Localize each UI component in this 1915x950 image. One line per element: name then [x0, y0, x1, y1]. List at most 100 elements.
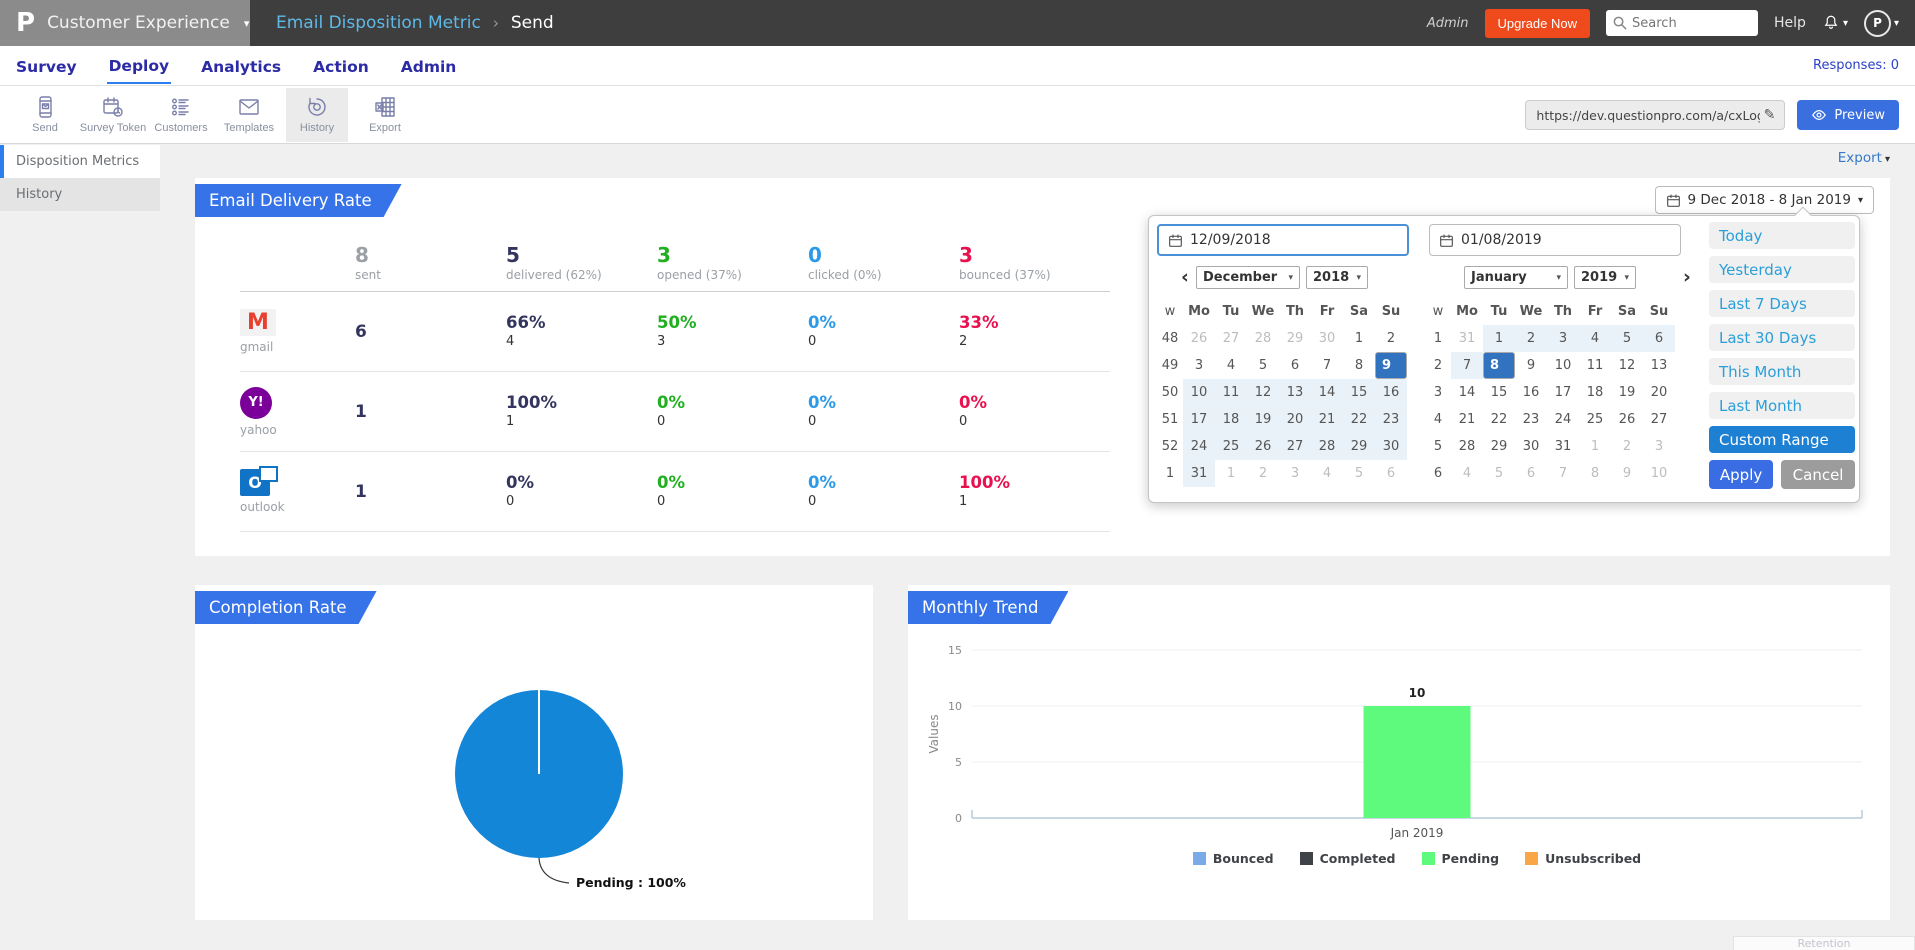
- day-cell-december-13[interactable]: 13: [1279, 379, 1311, 406]
- day-cell-january-7[interactable]: 7: [1558, 466, 1568, 481]
- day-cell-december-17[interactable]: 17: [1183, 406, 1215, 433]
- day-cell-january-27[interactable]: 27: [1650, 412, 1668, 427]
- day-cell-january-31[interactable]: 31: [1554, 439, 1572, 454]
- help-link[interactable]: Help: [1774, 15, 1806, 31]
- nav-item-admin[interactable]: Admin: [400, 57, 457, 76]
- day-cell-december-20[interactable]: 20: [1279, 406, 1311, 433]
- day-cell-january-3[interactable]: 3: [1547, 325, 1579, 352]
- day-cell-january-18[interactable]: 18: [1586, 385, 1604, 400]
- day-cell-december-30[interactable]: 30: [1375, 433, 1407, 460]
- workspace-switcher[interactable]: P Customer Experience ▾: [0, 0, 250, 46]
- date-range-button[interactable]: 9 Dec 2018 - 8 Jan 2019 ▾: [1654, 186, 1874, 214]
- preset-today[interactable]: Today: [1709, 222, 1855, 249]
- day-cell-january-2[interactable]: 2: [1515, 325, 1547, 352]
- year-select[interactable]: 2019 ▾: [1574, 266, 1636, 289]
- day-cell-december-22[interactable]: 22: [1343, 406, 1375, 433]
- day-cell-december-14[interactable]: 14: [1311, 379, 1343, 406]
- breadcrumb-link[interactable]: Email Disposition Metric: [276, 13, 481, 33]
- day-cell-january-29[interactable]: 29: [1490, 439, 1508, 454]
- toolbar-templates-button[interactable]: Templates: [218, 88, 280, 142]
- start-date-input[interactable]: [1190, 232, 1380, 248]
- day-cell-december-28[interactable]: 28: [1311, 433, 1343, 460]
- day-cell-january-10[interactable]: 10: [1554, 358, 1572, 373]
- day-cell-december-1[interactable]: 1: [1354, 331, 1364, 346]
- edit-pencil-icon[interactable]: ✎: [1763, 107, 1776, 123]
- bar-pending[interactable]: [1363, 706, 1471, 818]
- day-cell-january-1[interactable]: 1: [1590, 439, 1600, 454]
- day-cell-december-27[interactable]: 27: [1279, 433, 1311, 460]
- notifications-menu[interactable]: ▾: [1822, 14, 1848, 32]
- day-cell-january-23[interactable]: 23: [1522, 412, 1540, 427]
- day-cell-january-15[interactable]: 15: [1490, 385, 1508, 400]
- day-cell-december-28[interactable]: 28: [1254, 331, 1272, 346]
- survey-url-input[interactable]: [1526, 107, 1764, 123]
- preset-last-30-days[interactable]: Last 30 Days: [1709, 324, 1855, 351]
- day-cell-december-6[interactable]: 6: [1290, 358, 1300, 373]
- nav-item-action[interactable]: Action: [313, 57, 369, 76]
- upgrade-now-button[interactable]: Upgrade Now: [1484, 8, 1591, 38]
- day-cell-december-6[interactable]: 6: [1386, 466, 1396, 481]
- day-cell-january-17[interactable]: 17: [1554, 385, 1572, 400]
- day-cell-december-19[interactable]: 19: [1247, 406, 1279, 433]
- day-cell-december-11[interactable]: 11: [1215, 379, 1247, 406]
- legend-item-pending[interactable]: Pending: [1421, 851, 1499, 866]
- day-cell-december-3[interactable]: 3: [1290, 466, 1300, 481]
- day-cell-january-25[interactable]: 25: [1586, 412, 1604, 427]
- day-cell-december-27[interactable]: 27: [1222, 331, 1240, 346]
- month-select[interactable]: January ▾: [1464, 266, 1568, 289]
- day-cell-january-8[interactable]: 8: [1483, 352, 1515, 379]
- day-cell-january-31[interactable]: 31: [1458, 331, 1476, 346]
- day-cell-january-22[interactable]: 22: [1490, 412, 1508, 427]
- day-cell-january-19[interactable]: 19: [1618, 385, 1636, 400]
- legend-item-completed[interactable]: Completed: [1299, 851, 1396, 866]
- day-cell-january-28[interactable]: 28: [1458, 439, 1476, 454]
- day-cell-december-4[interactable]: 4: [1226, 358, 1236, 373]
- preset-last-7-days[interactable]: Last 7 Days: [1709, 290, 1855, 317]
- preset-last-month[interactable]: Last Month: [1709, 392, 1855, 419]
- day-cell-january-2[interactable]: 2: [1622, 439, 1632, 454]
- day-cell-january-16[interactable]: 16: [1522, 385, 1540, 400]
- day-cell-december-21[interactable]: 21: [1311, 406, 1343, 433]
- day-cell-january-7[interactable]: 7: [1451, 352, 1483, 379]
- nav-item-survey[interactable]: Survey: [16, 57, 77, 76]
- day-cell-december-24[interactable]: 24: [1183, 433, 1215, 460]
- preset-this-month[interactable]: This Month: [1709, 358, 1855, 385]
- month-select[interactable]: December ▾: [1196, 266, 1300, 289]
- next-month-button[interactable]: ›: [1683, 266, 1691, 288]
- end-date-input[interactable]: [1461, 232, 1651, 248]
- day-cell-december-26[interactable]: 26: [1247, 433, 1279, 460]
- day-cell-december-3[interactable]: 3: [1194, 358, 1204, 373]
- day-cell-january-6[interactable]: 6: [1526, 466, 1536, 481]
- cancel-button[interactable]: Cancel: [1781, 460, 1855, 489]
- day-cell-january-5[interactable]: 5: [1611, 325, 1643, 352]
- day-cell-january-4[interactable]: 4: [1579, 325, 1611, 352]
- legend-item-unsubscribed[interactable]: Unsubscribed: [1525, 851, 1641, 866]
- account-menu[interactable]: P ▾: [1863, 9, 1899, 37]
- day-cell-december-9[interactable]: 9: [1375, 352, 1407, 379]
- day-cell-december-2[interactable]: 2: [1386, 331, 1396, 346]
- day-cell-december-5[interactable]: 5: [1354, 466, 1364, 481]
- legend-item-bounced[interactable]: Bounced: [1192, 851, 1274, 866]
- day-cell-january-3[interactable]: 3: [1654, 439, 1664, 454]
- day-cell-december-10[interactable]: 10: [1183, 379, 1215, 406]
- toolbar-export-button[interactable]: Export: [354, 88, 416, 142]
- day-cell-january-4[interactable]: 4: [1462, 466, 1472, 481]
- day-cell-january-6[interactable]: 6: [1643, 325, 1675, 352]
- preset-custom-range[interactable]: Custom Range: [1709, 426, 1855, 453]
- toolbar-send-button[interactable]: Send: [14, 88, 76, 142]
- year-select[interactable]: 2018 ▾: [1306, 266, 1368, 289]
- day-cell-december-2[interactable]: 2: [1258, 466, 1268, 481]
- day-cell-january-24[interactable]: 24: [1554, 412, 1572, 427]
- export-dropdown[interactable]: Export ▾: [1838, 150, 1890, 166]
- day-cell-january-1[interactable]: 1: [1483, 325, 1515, 352]
- prev-month-button[interactable]: ‹: [1181, 266, 1189, 288]
- day-cell-december-12[interactable]: 12: [1247, 379, 1279, 406]
- day-cell-january-9[interactable]: 9: [1526, 358, 1536, 373]
- toolbar-customers-button[interactable]: Customers: [150, 88, 212, 142]
- day-cell-january-14[interactable]: 14: [1458, 385, 1476, 400]
- day-cell-december-30[interactable]: 30: [1318, 331, 1336, 346]
- apply-button[interactable]: Apply: [1709, 460, 1774, 489]
- day-cell-december-1[interactable]: 1: [1226, 466, 1236, 481]
- day-cell-december-4[interactable]: 4: [1322, 466, 1332, 481]
- toolbar-history-button[interactable]: History: [286, 87, 348, 142]
